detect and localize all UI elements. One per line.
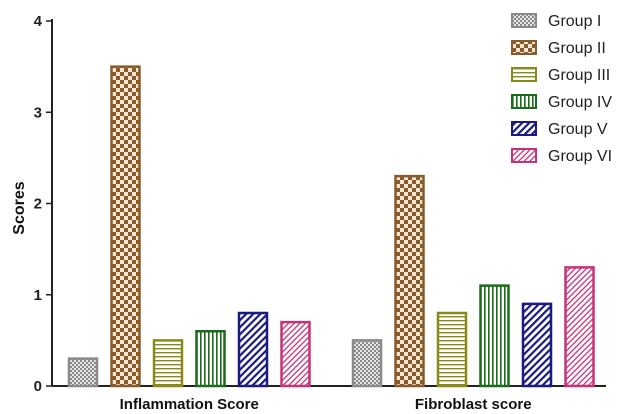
x-category-label: Inflammation Score [120,396,259,413]
y-tick-label: 4 [34,13,43,30]
legend-label: Group II [548,40,606,57]
legend-label: Group IV [548,94,612,111]
legend-label: Group I [548,13,601,30]
bar-group-i-0 [67,357,99,388]
legend-label: Group VI [548,148,612,165]
legend-swatch [511,13,537,28]
bar-group-iv-0 [195,330,226,388]
legend-swatch [511,67,537,82]
y-axis-title: Scores [11,181,28,234]
bar-group-i-1 [351,339,383,388]
legend-swatch [511,121,537,136]
y-tick-label: 0 [34,378,42,395]
bar-group-v-1 [521,302,553,388]
bar-group-vi-0 [280,320,311,388]
y-tick-label: 3 [34,104,42,121]
x-category-label: Fibroblast score [415,396,532,413]
bar-group-ii-0 [110,65,141,388]
legend-swatch [511,94,537,109]
legend-swatch [511,40,537,55]
bar-group-ii-1 [394,174,425,388]
y-tick-label: 1 [34,287,42,304]
bar-group-v-0 [237,311,269,388]
legend-label: Group V [548,121,608,138]
bar-group-iv-1 [479,284,510,388]
bar-group-vi-1 [564,266,595,388]
legend: Group I Group II Group III Group IV Group V G… [511,13,612,165]
legend-swatch [511,148,537,163]
bar-group-iii-0 [152,339,184,388]
legend-label: Group III [548,67,610,84]
y-tick-label: 2 [34,196,42,213]
bar-group-iii-1 [436,311,468,388]
